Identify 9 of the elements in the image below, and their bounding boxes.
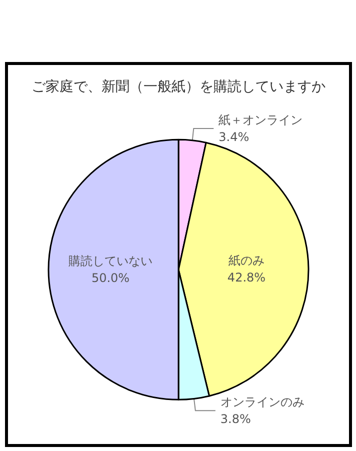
data-label: 3.8%: [220, 412, 251, 426]
chart-title: ご家庭で、新聞（一般紙）を購読していますか: [32, 79, 326, 95]
slice-label: 紙のみ: [228, 253, 264, 268]
data-label: 50.0%: [91, 271, 130, 286]
data-label: 3.4%: [218, 130, 250, 144]
slice-label: 紙＋オンライン: [218, 112, 303, 127]
slice-label: 購読していない: [68, 254, 152, 268]
data-label: 42.8%: [227, 270, 266, 284]
slice-label: オンラインのみ: [220, 395, 304, 410]
